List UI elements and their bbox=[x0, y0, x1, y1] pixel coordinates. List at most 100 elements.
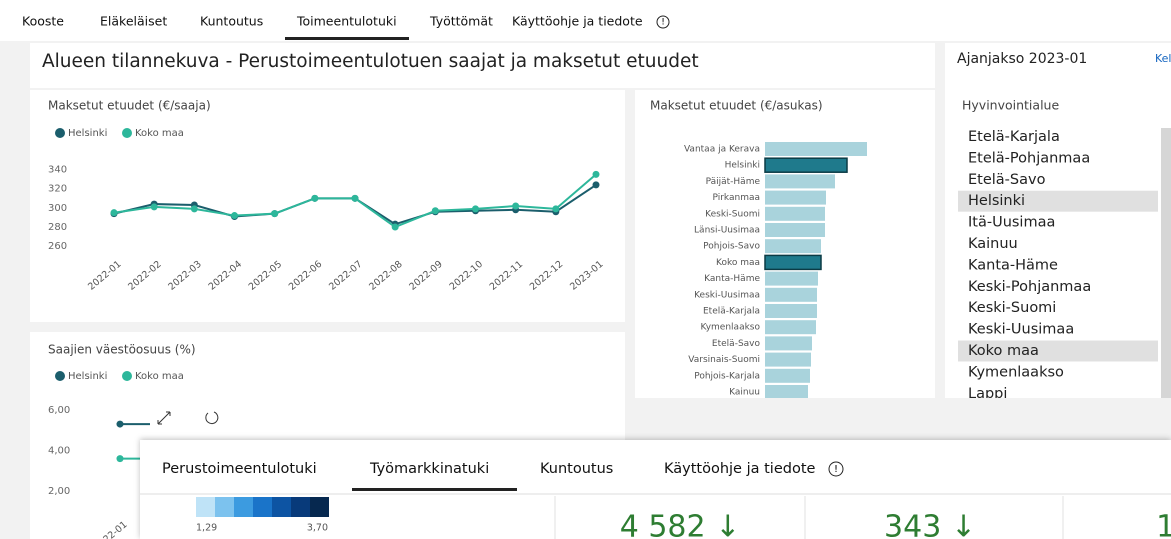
overlay-tab[interactable]: Työmarkkinatuki bbox=[369, 461, 489, 477]
legend-swatch bbox=[122, 128, 132, 138]
chart-title: Maksetut etuudet (€/saaja) bbox=[48, 99, 211, 113]
overlay-tab[interactable]: Perustoimeentulotuki bbox=[162, 461, 317, 477]
bar[interactable] bbox=[765, 271, 818, 286]
bar-label: Länsi-Uusimaa bbox=[694, 226, 760, 236]
bar[interactable] bbox=[765, 320, 816, 335]
filter-item[interactable]: Etelä-Pohjanmaa bbox=[968, 150, 1090, 166]
kpi-value: 1 7 bbox=[1156, 510, 1171, 539]
refresh-icon[interactable] bbox=[205, 411, 219, 425]
bar[interactable] bbox=[765, 223, 825, 237]
info-icon-glyph: ! bbox=[661, 18, 665, 28]
y-tick-label: 260 bbox=[48, 241, 67, 252]
filter-item[interactable]: Itä-Uusimaa bbox=[968, 215, 1055, 231]
bar[interactable] bbox=[765, 206, 825, 221]
data-point bbox=[472, 205, 479, 213]
overlay-panel bbox=[140, 440, 1171, 539]
y-tick-label: 4,00 bbox=[48, 446, 70, 457]
focus-icons bbox=[157, 411, 219, 425]
data-point bbox=[552, 205, 560, 213]
bar[interactable] bbox=[764, 157, 848, 173]
bar-label: Etelä-Karjala bbox=[703, 307, 760, 317]
filter-item[interactable]: Keski-Suomi bbox=[968, 300, 1056, 316]
scale-swatch bbox=[272, 497, 291, 517]
filter-item[interactable]: Koko maa bbox=[968, 343, 1039, 359]
bar[interactable] bbox=[765, 385, 808, 399]
link[interactable]: Kel bbox=[1155, 52, 1171, 65]
filter-item[interactable]: Etelä-Savo bbox=[968, 172, 1046, 188]
data-point bbox=[592, 170, 600, 178]
bar-label: Keski-Uusimaa bbox=[694, 290, 760, 300]
active-underline bbox=[285, 37, 409, 40]
data-point bbox=[431, 207, 439, 215]
scale-swatch bbox=[253, 497, 272, 517]
bar[interactable] bbox=[765, 174, 835, 189]
bar[interactable] bbox=[765, 239, 821, 254]
chart-title: Maksetut etuudet (€/asukas) bbox=[650, 99, 823, 113]
data-point bbox=[190, 205, 198, 213]
bar[interactable] bbox=[765, 190, 826, 205]
nav-tab[interactable]: Toimeentulotuki bbox=[296, 14, 397, 29]
scale-swatch bbox=[310, 497, 329, 517]
filter-item[interactable]: Keski-Uusimaa bbox=[968, 322, 1074, 338]
bar-label: Kymenlaakso bbox=[700, 323, 760, 333]
data-point bbox=[512, 202, 520, 210]
bar-label: Kainuu bbox=[729, 388, 760, 398]
nav-tab[interactable]: Kuntoutus bbox=[200, 14, 263, 29]
bar[interactable] bbox=[765, 336, 812, 351]
filter-item[interactable]: Kanta-Häme bbox=[968, 257, 1058, 273]
expand-icon[interactable] bbox=[157, 411, 171, 425]
bar-label: Vantaa ja Kerava bbox=[684, 145, 760, 155]
scrollbar bbox=[1161, 128, 1171, 398]
overlay-tab[interactable]: Kuntoutus bbox=[540, 461, 613, 477]
legend-label: Koko maa bbox=[135, 371, 184, 382]
data-point bbox=[116, 420, 124, 428]
y-tick-label: 300 bbox=[48, 203, 67, 214]
active-underline bbox=[352, 488, 517, 491]
filter-item[interactable]: Lappi bbox=[968, 386, 1007, 402]
bar-label: Pirkanmaa bbox=[712, 193, 760, 203]
bar-label: Varsinais-Suomi bbox=[688, 355, 760, 365]
info-icon-glyph-2: ! bbox=[834, 464, 838, 475]
legend-swatch bbox=[55, 128, 65, 138]
legend-swatch bbox=[122, 371, 132, 381]
y-tick-label: 6,00 bbox=[48, 405, 70, 416]
selected-row bbox=[958, 340, 1158, 362]
data-point bbox=[150, 203, 158, 211]
period: Ajanjakso 2023-01 bbox=[957, 51, 1087, 67]
bar[interactable] bbox=[765, 142, 867, 156]
filter-item[interactable]: Helsinki bbox=[968, 193, 1025, 209]
filter-item[interactable]: Kymenlaakso bbox=[968, 364, 1064, 380]
bar-label: Helsinki bbox=[725, 161, 760, 171]
nav-tab[interactable]: Kooste bbox=[22, 14, 64, 29]
overlay-tab[interactable]: Käyttöohje ja tiedote bbox=[664, 461, 816, 477]
data-point bbox=[231, 212, 238, 220]
bar[interactable] bbox=[764, 254, 822, 271]
data-point bbox=[592, 181, 600, 189]
y-tick-label: 2,00 bbox=[48, 486, 70, 497]
filter-panel bbox=[945, 43, 1171, 398]
nav-tab[interactable]: Käyttöohje ja tiedote bbox=[512, 14, 643, 29]
info-icon bbox=[656, 15, 670, 29]
filter-item[interactable]: Kainuu bbox=[968, 236, 1018, 252]
filter-item[interactable]: Etelä-Karjala bbox=[968, 129, 1060, 145]
data-point bbox=[351, 194, 359, 202]
bar-label: Koko maa bbox=[716, 258, 760, 268]
bar-label: Kanta-Häme bbox=[704, 274, 760, 284]
bar-label: Keski-Suomi bbox=[705, 209, 760, 219]
bar[interactable] bbox=[765, 304, 817, 318]
bar[interactable] bbox=[765, 368, 810, 383]
data-point bbox=[391, 223, 399, 231]
kpi-value: 4 582 ↓ bbox=[620, 510, 741, 539]
nav-tab[interactable]: Työttömät bbox=[429, 14, 493, 29]
scale-swatch bbox=[196, 497, 215, 517]
kpi-value: 343 ↓ bbox=[884, 510, 976, 539]
nav-tab[interactable]: Eläkeläiset bbox=[100, 14, 167, 29]
y-tick-label: 340 bbox=[48, 165, 67, 176]
bar[interactable] bbox=[765, 287, 817, 302]
legend-swatch bbox=[55, 371, 65, 381]
page-title: Alueen tilannekuva - Perustoimeentulotue… bbox=[42, 51, 699, 72]
data-point bbox=[311, 194, 319, 202]
filter-item[interactable]: Keski-Pohjanmaa bbox=[968, 279, 1091, 295]
bar[interactable] bbox=[765, 352, 811, 367]
